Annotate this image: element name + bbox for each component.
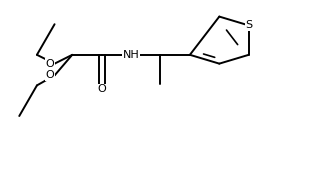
Text: S: S [245,20,252,30]
Text: O: O [46,70,55,80]
Text: O: O [97,84,106,94]
Text: O: O [46,59,55,69]
Text: NH: NH [123,50,139,60]
